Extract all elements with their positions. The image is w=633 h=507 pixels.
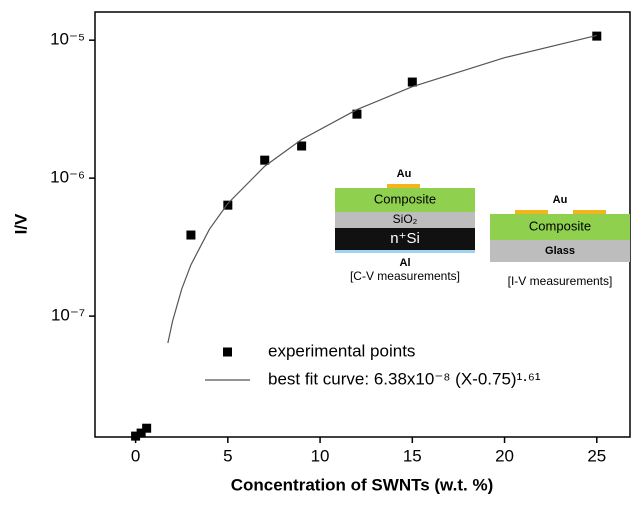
fit-line: [167, 34, 597, 344]
sio2-layer: [335, 212, 475, 228]
x-tick-label: 15: [403, 446, 422, 465]
data-point: [352, 109, 362, 119]
inset-label: [I-V measurements]: [508, 274, 613, 288]
x-tick-label: 0: [131, 446, 140, 465]
data-point: [223, 200, 233, 210]
data-point: [136, 428, 146, 438]
x-tick-label: 25: [587, 446, 606, 465]
si-layer: [335, 228, 475, 250]
y-tick-label: 10⁻⁶: [50, 168, 85, 187]
inset-label: [C-V measurements]: [350, 269, 460, 283]
composite-layer: [335, 188, 475, 212]
inset-label: Composite: [529, 218, 591, 233]
y-tick-label: 10⁻⁵: [50, 30, 85, 49]
x-axis-title: Concentration of SWNTs (w.t. %): [231, 475, 494, 494]
data-point: [407, 77, 417, 87]
inset-label: SiO₂: [393, 212, 418, 226]
au-layer: [387, 184, 420, 189]
legend-label: best fit curve: 6.38x10⁻⁸ (X-0.75)¹·⁶¹: [268, 369, 541, 388]
inset-label: Glass: [545, 245, 575, 257]
au-pad: [515, 210, 548, 215]
inset-label: Au: [553, 194, 568, 206]
au-pad: [573, 210, 606, 215]
x-tick-label: 20: [495, 446, 514, 465]
inset-label: Al: [400, 257, 411, 269]
data-point: [260, 155, 270, 165]
data-point: [131, 431, 141, 441]
legend-label: experimental points: [268, 341, 415, 360]
x-tick-label: 10: [311, 446, 330, 465]
inset-label: Composite: [374, 191, 436, 206]
data-point: [186, 230, 196, 240]
inset-label: n⁺Si: [390, 230, 420, 247]
legend-marker: [223, 347, 232, 357]
data-point: [592, 31, 602, 41]
x-tick-label: 5: [223, 446, 232, 465]
inset-cv: Au Composite SiO₂ n⁺Si Al [C-V measureme…: [335, 168, 475, 283]
data-point: [297, 141, 307, 151]
y-axis-title: I/V: [11, 213, 30, 234]
al-layer: [335, 250, 475, 253]
data-point: [142, 423, 152, 433]
inset-iv: Au Composite Glass [I-V measurements]: [490, 194, 630, 288]
y-tick-label: 10⁻⁷: [51, 306, 85, 325]
glass-layer: [490, 240, 630, 262]
composite-layer: [490, 214, 630, 240]
inset-label: Au: [397, 168, 412, 180]
